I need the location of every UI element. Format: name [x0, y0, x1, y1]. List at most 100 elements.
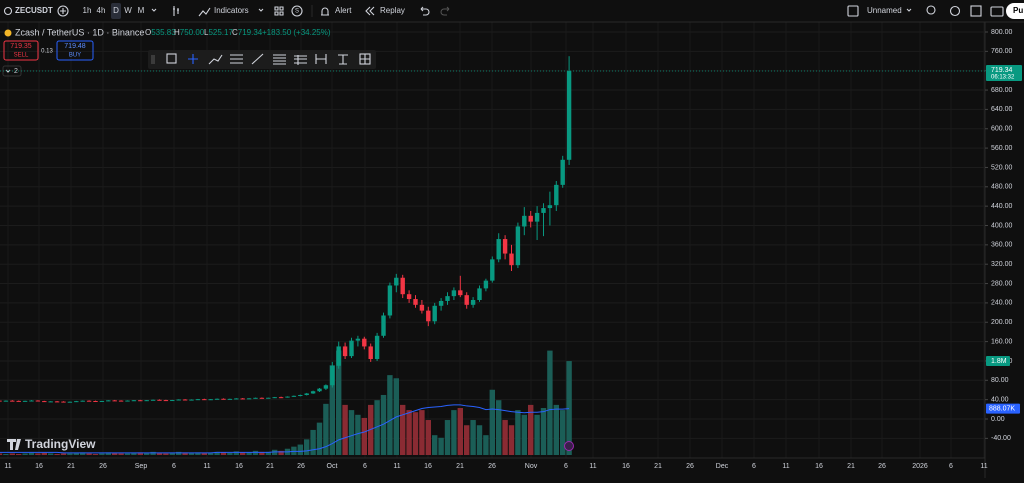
- time-tick-label: 26: [488, 463, 496, 470]
- candle-body: [240, 398, 245, 400]
- candle-body: [195, 399, 201, 401]
- price-tick-label: 480.00: [991, 184, 1013, 191]
- volume-bar: [444, 420, 451, 455]
- study-badge[interactable]: [291, 5, 303, 17]
- candle-body: [458, 290, 463, 296]
- volume-bar: [400, 404, 406, 455]
- volume-bar: [67, 453, 73, 455]
- select-tool[interactable]: [166, 53, 177, 64]
- layout-checkbox[interactable]: [847, 5, 859, 17]
- volume-bar: [496, 400, 502, 455]
- volume-bar: [374, 400, 380, 455]
- candle-body: [355, 338, 361, 341]
- line-tool[interactable]: [251, 53, 264, 65]
- price-tick-label: 0.00: [991, 416, 1005, 423]
- volume-bar: [201, 452, 207, 455]
- templates-icon[interactable]: [274, 6, 284, 16]
- time-tick-label: 26: [297, 463, 305, 470]
- gann-tool[interactable]: [294, 55, 307, 65]
- fullscreen-button[interactable]: [970, 5, 982, 17]
- buy-label: BUY: [69, 53, 81, 59]
- redo-button[interactable]: [440, 6, 450, 16]
- interval-button[interactable]: M: [138, 6, 145, 15]
- plus-icon: [60, 8, 66, 14]
- sell-button[interactable]: [3, 40, 39, 61]
- indicators-menu[interactable]: [258, 8, 264, 12]
- text-tool[interactable]: [338, 54, 348, 65]
- volume-bar: [144, 452, 150, 455]
- volume-bar: [348, 410, 355, 455]
- candle-body: [515, 226, 521, 266]
- symbol[interactable]: ZECUSDT: [15, 6, 53, 15]
- ohlc-key: L: [204, 28, 209, 37]
- candle-body: [554, 184, 559, 206]
- candle-body: [426, 310, 431, 322]
- candle-body: [496, 239, 501, 260]
- time-tick-label: 26: [878, 463, 886, 470]
- range-tool[interactable]: [315, 54, 327, 64]
- alert-button[interactable]: Alert: [335, 6, 352, 15]
- volume-bar: [380, 394, 387, 455]
- volume-bar: [35, 453, 41, 455]
- quick-search[interactable]: [926, 5, 936, 15]
- settings-button[interactable]: [949, 5, 961, 17]
- trend-tool[interactable]: [208, 54, 223, 65]
- candle-body: [483, 280, 489, 289]
- ohlc-key: H: [174, 28, 180, 37]
- volume-bar: [387, 375, 393, 455]
- layout-menu[interactable]: [906, 8, 912, 12]
- compare-button[interactable]: [57, 5, 69, 17]
- crosshair-tool[interactable]: [188, 54, 198, 64]
- time-tick-label: 21: [67, 463, 75, 470]
- fib-tool[interactable]: [273, 54, 286, 65]
- candle-body: [86, 400, 92, 402]
- volume-bar: [176, 451, 182, 455]
- candle-body: [3, 400, 9, 402]
- time-tick-label: 26: [686, 463, 694, 470]
- volume-bar: [240, 452, 246, 455]
- alert-icon[interactable]: [321, 7, 329, 16]
- time-tick-label: Dec: [716, 463, 729, 470]
- indicators-icon[interactable]: [198, 7, 211, 17]
- event-marker[interactable]: [564, 441, 574, 451]
- price-tick-label: 760.00: [991, 48, 1013, 55]
- publish-button[interactable]: [1006, 3, 1024, 19]
- volume-bar: [137, 452, 143, 455]
- indicators-button[interactable]: Indicators: [214, 6, 249, 15]
- volume-bar: [246, 452, 252, 455]
- replay-button[interactable]: Replay: [380, 6, 405, 15]
- time-tick-label: 11: [980, 463, 987, 470]
- candle-body: [522, 215, 527, 227]
- undo-button[interactable]: [420, 6, 430, 16]
- candle-body: [266, 397, 271, 399]
- replay-icon[interactable]: [365, 6, 375, 16]
- symbol-logo: [4, 29, 12, 37]
- candle-body: [0, 400, 2, 402]
- interval-button[interactable]: 1h: [83, 6, 92, 15]
- interval-button[interactable]: 4h: [97, 6, 106, 15]
- price-tick-label: 400.00: [991, 222, 1013, 229]
- volume-ma-tag: [986, 403, 1020, 414]
- time-tick-label: 6: [752, 463, 756, 470]
- drawing-toolbar: [148, 50, 376, 69]
- buy-button[interactable]: [56, 40, 94, 61]
- candle-body: [541, 208, 546, 213]
- volume-bar: [560, 410, 566, 455]
- interval-button[interactable]: W: [124, 6, 132, 15]
- interval-button[interactable]: D: [113, 6, 119, 15]
- search-icon[interactable]: [3, 6, 13, 16]
- volume-bar: [521, 414, 527, 455]
- snapshot-button[interactable]: [990, 6, 1004, 17]
- volume-ma-line: [0, 404, 570, 454]
- candle-body: [138, 400, 143, 402]
- interval-menu[interactable]: [151, 8, 157, 12]
- price-tick-label: 640.00: [991, 106, 1013, 113]
- channel-tool[interactable]: [230, 54, 243, 64]
- layout-name[interactable]: Unnamed: [867, 6, 902, 15]
- candle-body: [163, 400, 169, 402]
- chart-type-icon[interactable]: [173, 6, 179, 16]
- volume-bar: [73, 452, 79, 455]
- ohlc-low: L525.17: [204, 28, 233, 37]
- candle-body: [112, 400, 117, 402]
- volume-bar: [80, 452, 86, 455]
